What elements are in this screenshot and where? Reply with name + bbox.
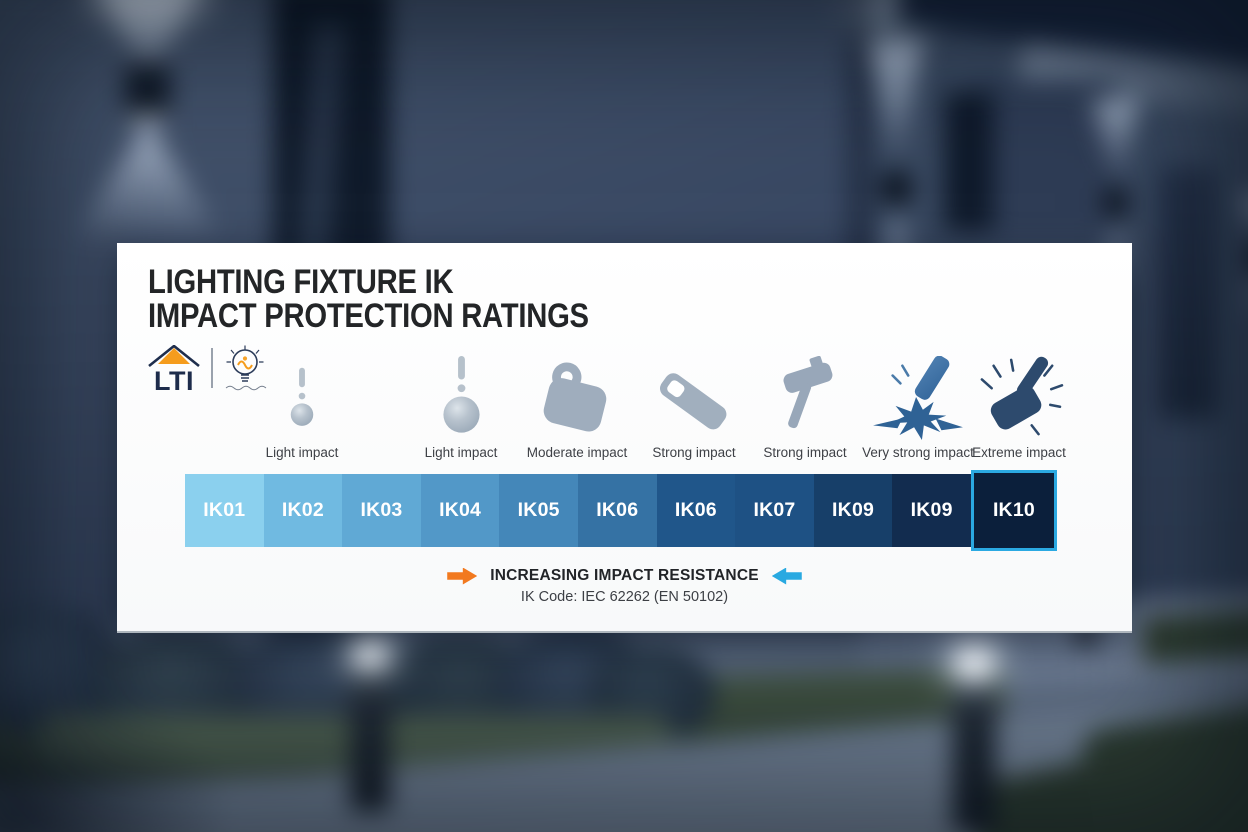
footer-heading-line: INCREASING IMPACT RESISTANCE [447, 567, 802, 585]
ik-rating-cell: IK05 [499, 474, 578, 547]
striking-hammer-icon [873, 356, 963, 440]
ik-rating-cell: IK09 [813, 474, 893, 547]
bollard-light-post [350, 660, 390, 813]
grass-distant [1140, 607, 1248, 666]
ik-rating-cell: IK07 [735, 474, 814, 547]
shadow-corner [0, 696, 223, 832]
impact-label: Strong impact [652, 445, 736, 460]
ik-rating-cell: IK01 [185, 474, 264, 547]
ik-rating-cell: IK04 [420, 474, 500, 547]
ik-ratings-card: LIGHTING FIXTURE IK IMPACT PROTECTION RA… [117, 243, 1132, 633]
bollard-light-glow [955, 643, 993, 680]
lti-logo: LTI [148, 345, 200, 393]
impact-label: Strong impact [763, 445, 847, 460]
bollard-light-post [952, 676, 997, 832]
bollard-light-glow [353, 639, 387, 667]
brand-logo: LTI [146, 345, 272, 393]
wall-sconce-lit-edge [127, 115, 168, 122]
ik-rating-cell: IK06 [577, 474, 657, 547]
title-line-2: IMPACT PROTECTION RATINGS [148, 297, 589, 335]
impact-level: Extreme impact [954, 355, 1084, 461]
logo-tagline-script [225, 385, 267, 391]
title-line-1: LIGHTING FIXTURE IK [148, 263, 454, 301]
flat-weight-icon [659, 373, 727, 430]
impact-label: Light impact [265, 445, 339, 460]
impact-label: Moderate impact [526, 445, 628, 460]
impact-label: Very strong impact [862, 445, 974, 460]
ik-rating-scale: IK01 IK02 IK03 IK04 IK05 IK06 IK06 IK07 … [185, 470, 1057, 551]
impact-level: Strong impact [740, 355, 870, 461]
impact-level: Light impact [237, 355, 367, 461]
impact-level: Strong impact [629, 355, 759, 461]
wall-sconce-fixture [1104, 188, 1128, 218]
footer-standard-reference: IK Code: IEC 62262 (EN 50102) [520, 589, 729, 605]
impact-label: Extreme impact [972, 445, 1066, 460]
mallet-icon [783, 356, 833, 429]
ik-rating-cell: IK03 [342, 474, 421, 547]
small-falling-ball-icon [290, 367, 314, 426]
large-falling-ball-icon [443, 356, 480, 433]
wall-sconce-fixture [882, 171, 911, 206]
sledgehammer-icon [980, 356, 1064, 436]
porch-wall [969, 80, 1117, 238]
ik-rating-cell: IK06 [656, 474, 736, 547]
ik-rating-cell: IK02 [263, 474, 343, 547]
impact-level: Very strong impact [853, 355, 983, 461]
lightbulb-icon [225, 345, 267, 391]
ik-rating-cell: IK09 [892, 474, 971, 547]
impact-label: Light impact [424, 445, 498, 460]
lti-logo-text: LTI [154, 366, 194, 393]
footer-heading: INCREASING IMPACT RESISTANCE [490, 567, 759, 584]
page-title: LIGHTING FIXTURE IK IMPACT PROTECTION RA… [148, 265, 589, 333]
logo-divider [211, 348, 213, 388]
impact-level: Moderate impact [512, 355, 642, 461]
left-arrow-icon [771, 567, 802, 585]
card-footer: INCREASING IMPACT RESISTANCE IK Code: IE… [117, 567, 1132, 605]
wall-sconce-fixture [124, 62, 171, 120]
impact-level: Light impact [396, 355, 526, 461]
weight-icon [543, 362, 607, 432]
right-arrow-icon [447, 567, 478, 585]
ik-rating-cell-highlighted: IK10 [970, 470, 1057, 551]
dark-doorway [943, 91, 994, 233]
dark-doorway-right [1159, 167, 1218, 419]
